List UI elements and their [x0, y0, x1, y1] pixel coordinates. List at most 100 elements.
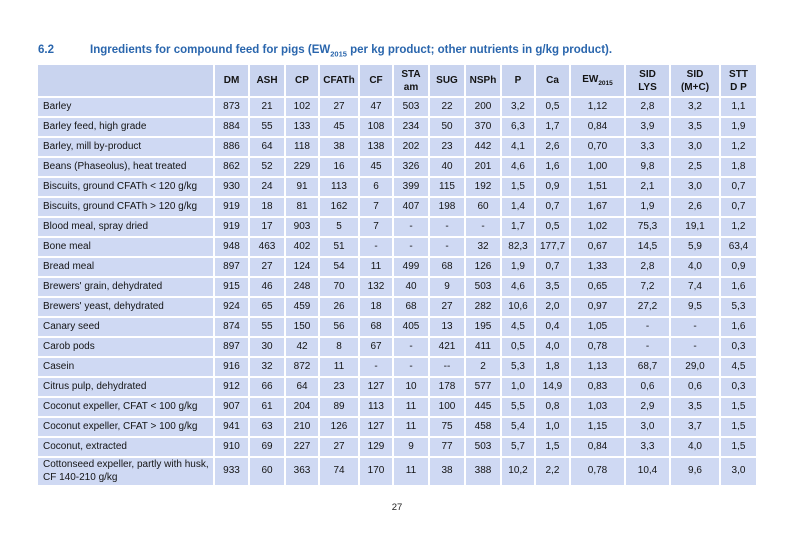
table-row: Barley, mill by-product 886 64 118 38 138 202 2…	[38, 138, 756, 156]
value-cell: 61	[250, 398, 284, 416]
value-cell: 1,02	[571, 218, 624, 236]
value-cell: 138	[360, 138, 392, 156]
value-cell: 52	[250, 158, 284, 176]
ingredient-name-cell: Barley, mill by-product	[38, 138, 213, 156]
column-header-sid-lys: SID LYS	[626, 65, 669, 96]
ingredient-name-cell: Coconut, extracted	[38, 438, 213, 456]
value-cell: 202	[394, 138, 428, 156]
value-cell: 0,97	[571, 298, 624, 316]
value-cell: 388	[466, 458, 500, 485]
value-cell: 7,4	[671, 278, 719, 296]
ingredient-name-cell: Canary seed	[38, 318, 213, 336]
value-cell: 32	[250, 358, 284, 376]
value-cell: 1,03	[571, 398, 624, 416]
section-title-text: Ingredients for compound feed for pigs (…	[90, 44, 612, 58]
value-cell: 1,7	[536, 118, 569, 136]
value-cell: 4,0	[536, 338, 569, 356]
value-cell: 445	[466, 398, 500, 416]
value-cell: 7	[360, 198, 392, 216]
value-cell: 150	[286, 318, 318, 336]
section-number: 6.2	[38, 44, 54, 56]
value-cell: 2,1	[626, 178, 669, 196]
table-row: Coconut expeller, CFAT > 100 g/kg 941 63 21…	[38, 418, 756, 436]
value-cell: 126	[320, 418, 358, 436]
value-cell: 884	[215, 118, 248, 136]
value-cell: 0,5	[536, 218, 569, 236]
value-cell: 27	[430, 298, 464, 316]
value-cell: 1,0	[502, 378, 534, 396]
value-cell: 0,84	[571, 118, 624, 136]
value-cell: 948	[215, 238, 248, 256]
value-cell: 0,6	[671, 378, 719, 396]
value-cell: 69	[250, 438, 284, 456]
value-cell: -	[430, 218, 464, 236]
value-cell: 11	[394, 398, 428, 416]
value-cell: 10,6	[502, 298, 534, 316]
value-cell: 862	[215, 158, 248, 176]
value-cell: 577	[466, 378, 500, 396]
value-cell: 201	[466, 158, 500, 176]
value-cell: 1,00	[571, 158, 624, 176]
value-cell: 2,0	[536, 298, 569, 316]
value-cell: 886	[215, 138, 248, 156]
value-cell: 0,9	[721, 258, 756, 276]
value-cell: 874	[215, 318, 248, 336]
value-cell: 1,0	[536, 418, 569, 436]
value-cell: 919	[215, 198, 248, 216]
column-header-cf: CF	[360, 65, 392, 96]
column-header-sug: SUG	[430, 65, 464, 96]
value-cell: 8	[320, 338, 358, 356]
value-cell: 124	[286, 258, 318, 276]
value-cell: 133	[286, 118, 318, 136]
value-cell: 4,5	[502, 318, 534, 336]
value-cell: 2,6	[536, 138, 569, 156]
value-cell: 1,05	[571, 318, 624, 336]
value-cell: 89	[320, 398, 358, 416]
value-cell: 108	[360, 118, 392, 136]
value-cell: 14,9	[536, 378, 569, 396]
value-cell: 0,3	[721, 338, 756, 356]
value-cell: 903	[286, 218, 318, 236]
value-cell: 2,6	[671, 198, 719, 216]
value-cell: 77	[430, 438, 464, 456]
value-cell: 9,5	[671, 298, 719, 316]
value-cell: 91	[286, 178, 318, 196]
value-cell: -	[360, 238, 392, 256]
value-cell: 0,7	[536, 258, 569, 276]
value-cell: 30	[250, 338, 284, 356]
value-cell: 50	[430, 118, 464, 136]
value-cell: -	[394, 218, 428, 236]
value-cell: 115	[430, 178, 464, 196]
value-cell: 282	[466, 298, 500, 316]
value-cell: 0,7	[721, 198, 756, 216]
value-cell: 17	[250, 218, 284, 236]
value-cell: 47	[360, 98, 392, 116]
value-cell: 933	[215, 458, 248, 485]
value-cell: 0,84	[571, 438, 624, 456]
value-cell: 2,8	[626, 258, 669, 276]
value-cell: 1,4	[502, 198, 534, 216]
value-cell: --	[430, 358, 464, 376]
value-cell: 63	[250, 418, 284, 436]
value-cell: -	[626, 318, 669, 336]
ingredient-name-cell: Brewers' yeast, dehydrated	[38, 298, 213, 316]
value-cell: 897	[215, 258, 248, 276]
value-cell: 4,6	[502, 278, 534, 296]
value-cell: 229	[286, 158, 318, 176]
value-cell: 4,6	[502, 158, 534, 176]
value-cell: 66	[250, 378, 284, 396]
value-cell: 45	[360, 158, 392, 176]
value-cell: 463	[250, 238, 284, 256]
value-cell: 60	[466, 198, 500, 216]
value-cell: 5,4	[502, 418, 534, 436]
ingredient-name-cell: Blood meal, spray dried	[38, 218, 213, 236]
value-cell: 407	[394, 198, 428, 216]
value-cell: 10,2	[502, 458, 534, 485]
value-cell: 11	[394, 458, 428, 485]
value-cell: 0,78	[571, 458, 624, 485]
value-cell: 459	[286, 298, 318, 316]
column-header-nsph: NSPh	[466, 65, 500, 96]
value-cell: 10,4	[626, 458, 669, 485]
value-cell: 40	[430, 158, 464, 176]
value-cell: 38	[430, 458, 464, 485]
